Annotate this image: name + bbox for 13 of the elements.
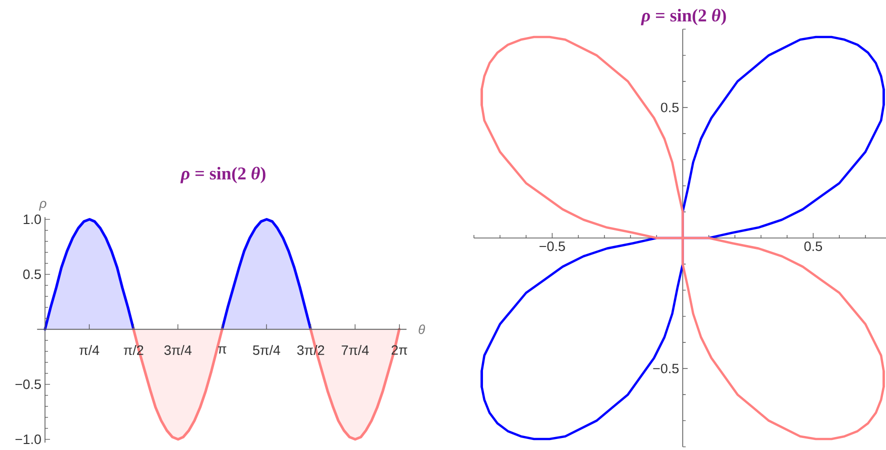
- x-tick-label: π/4: [80, 345, 100, 355]
- x-tick-label: 5π/4: [252, 345, 280, 355]
- y-tick-label: 0.5: [23, 270, 41, 280]
- chart-title: ρ = sin(2 θ): [640, 8, 726, 26]
- x-tick-label: π: [218, 346, 226, 354]
- y-tick-label: 1.0: [24, 214, 41, 224]
- y-tick-label: −0.5: [15, 380, 41, 390]
- x-tick-label: 7π/4: [342, 345, 369, 355]
- y-axis-title: ρ: [38, 200, 46, 211]
- x-axis-title: θ: [418, 324, 425, 334]
- y-tick-label: −1.0: [15, 434, 41, 444]
- chart-title: ρ = sin(2 θ): [180, 166, 266, 184]
- x-tick-label: 3π/4: [164, 345, 192, 355]
